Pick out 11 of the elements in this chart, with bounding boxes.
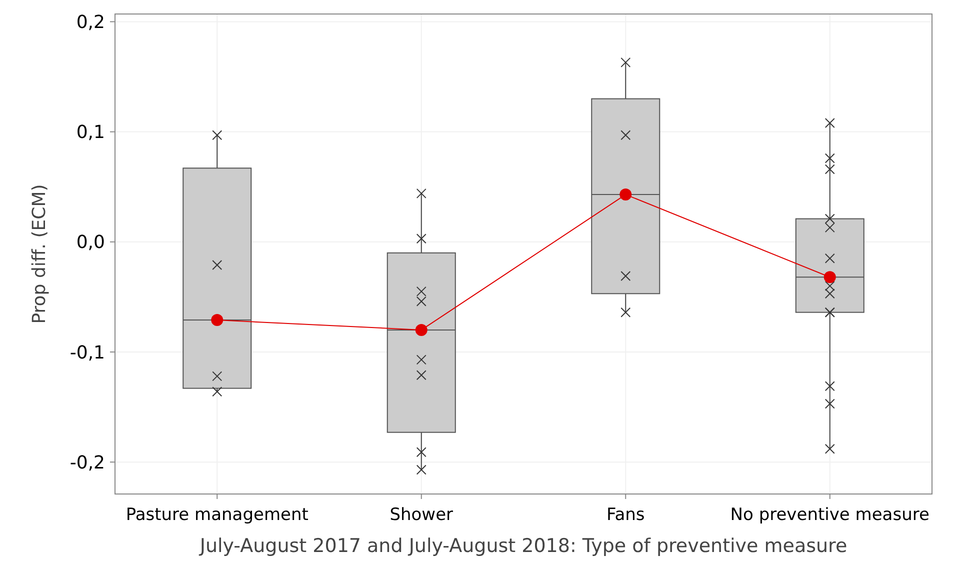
x-tick-label: Shower <box>390 505 454 525</box>
x-axis-title: July-August 2017 and July-August 2018: Type of preventive measure <box>198 535 848 557</box>
y-tick-label: -0,2 <box>70 452 105 474</box>
x-tick-label: Pasture management <box>126 505 309 525</box>
y-tick-label: -0,1 <box>70 342 105 364</box>
y-tick-label: 0,0 <box>76 232 105 254</box>
x-tick-label: Fans <box>606 505 645 525</box>
y-axis-title: Prop diff. (ECM) <box>29 184 50 324</box>
y-tick-label: 0,1 <box>76 122 105 144</box>
x-tick-label: No preventive measure <box>730 505 930 525</box>
y-tick-label: 0,2 <box>76 12 105 34</box>
